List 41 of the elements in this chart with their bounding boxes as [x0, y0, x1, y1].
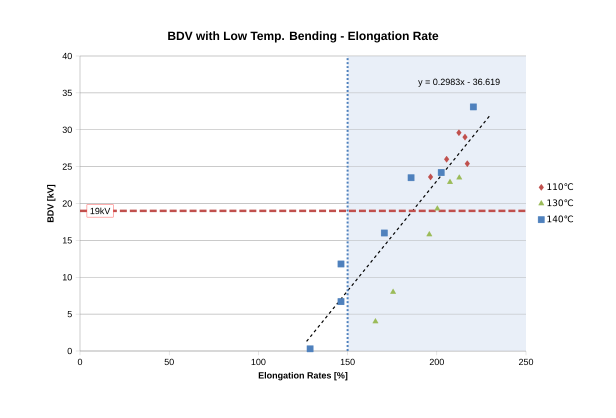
point: [338, 260, 344, 268]
point: [338, 298, 344, 305]
point: [447, 178, 453, 184]
point: [390, 288, 396, 294]
y-tick-label: 40: [62, 52, 72, 60]
y-axis-title: BDV [kV]: [47, 184, 56, 222]
y-tick-label: 35: [62, 90, 72, 96]
y-tick-label: 0: [68, 348, 72, 354]
annotation: y = 0.2983x - 36.619: [418, 78, 500, 87]
y-tick-label: 20: [62, 200, 72, 207]
point: [380, 230, 388, 236]
x-tick-label: 200: [430, 358, 444, 366]
point: [462, 134, 468, 141]
point: [426, 231, 432, 236]
point: [306, 345, 314, 352]
y-tick-label: 30: [62, 126, 72, 133]
y-tick-label: 10: [62, 274, 72, 280]
point: [444, 156, 450, 163]
x-tick-label: 100: [252, 358, 266, 366]
point: [464, 160, 470, 168]
legend-label: 140℃: [547, 216, 574, 222]
ref-line-label: 19kV: [90, 208, 110, 214]
point: [408, 174, 414, 182]
legend-label: 130℃: [547, 199, 574, 206]
point: [456, 129, 462, 136]
point: [428, 174, 434, 180]
y-tick-label: 25: [62, 163, 72, 170]
point: [470, 103, 477, 110]
x-tick-label: 150: [340, 358, 355, 366]
x-axis-title: Elongation Rates [%]: [258, 372, 348, 380]
point: [372, 318, 378, 324]
y-tick-label: 5: [68, 310, 72, 318]
point: [438, 169, 445, 176]
legend-label: 110℃: [547, 183, 574, 190]
x-tick-label: 250: [518, 358, 534, 366]
point: [434, 205, 440, 210]
chart-title: BDV with Low Temp. Bending - Elongation Rate: [168, 31, 438, 42]
x-tick-label: 50: [164, 358, 174, 366]
x-tick-label: 0: [78, 358, 82, 366]
y-tick-label: 15: [62, 237, 72, 244]
point: [456, 174, 462, 180]
